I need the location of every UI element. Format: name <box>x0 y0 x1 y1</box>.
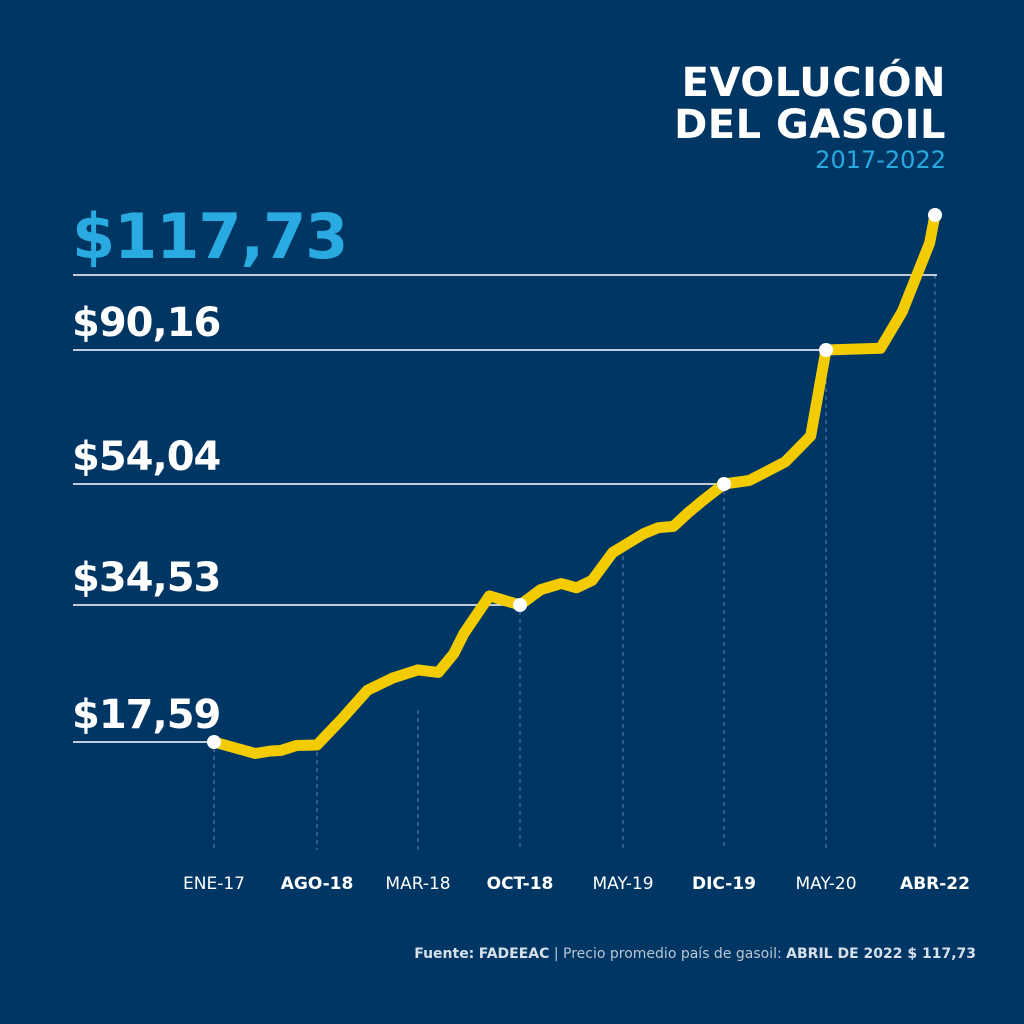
source-prefix: Fuente: <box>414 946 475 962</box>
source-separator: | <box>549 946 564 962</box>
source-text: Precio promedio país de gasoil: <box>563 946 782 962</box>
x-tick-label: AGO-18 <box>281 874 354 894</box>
title-line-2: DEL GASOIL <box>674 102 946 148</box>
data-point-marker <box>513 598 527 612</box>
x-tick-label: MAY-19 <box>592 874 653 894</box>
data-point-marker <box>928 208 942 222</box>
data-point-marker <box>717 477 731 491</box>
x-tick-label: OCT-18 <box>487 874 554 894</box>
data-point-marker <box>819 343 833 357</box>
x-tick-label: ENE-17 <box>183 874 245 894</box>
source-note: Fuente: FADEEAC | Precio promedio país d… <box>414 946 976 962</box>
x-tick-label: MAY-20 <box>795 874 856 894</box>
data-point-marker <box>207 735 221 749</box>
price-series-line <box>208 209 941 759</box>
value-label: $54,04 <box>72 434 220 480</box>
x-tick-label: MAR-18 <box>385 874 450 894</box>
title-line-1: EVOLUCIÓN <box>681 60 946 106</box>
value-label: $90,16 <box>72 300 220 346</box>
value-label: $117,73 <box>72 200 347 273</box>
value-label: $34,53 <box>72 555 220 601</box>
source-highlight: ABRIL DE 2022 $ 117,73 <box>786 946 976 962</box>
source-name: FADEEAC <box>478 946 550 962</box>
value-label: $17,59 <box>72 692 220 738</box>
chart-subtitle: 2017-2022 <box>815 146 946 174</box>
x-tick-label: DIC-19 <box>692 874 756 894</box>
chart-title: EVOLUCIÓN DEL GASOIL <box>674 62 946 146</box>
x-tick-label: ABR-22 <box>900 874 970 894</box>
